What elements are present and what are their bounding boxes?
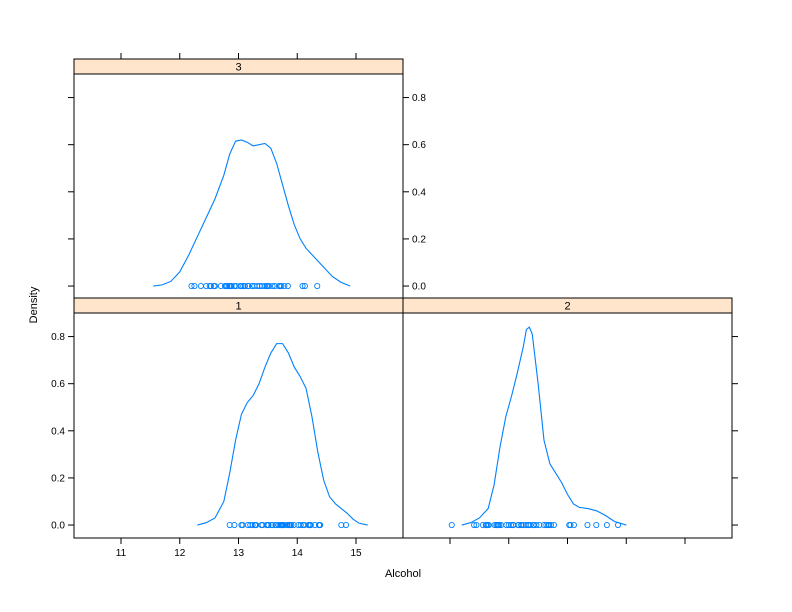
data-point-2-12 bbox=[496, 521, 503, 529]
data-point-2-37 bbox=[550, 521, 558, 529]
data-point-2-27 bbox=[527, 521, 534, 529]
data-point-1-6 bbox=[249, 521, 256, 529]
data-point-2-43 bbox=[603, 521, 610, 529]
data-point-1-14 bbox=[265, 521, 272, 529]
data-point-3-40 bbox=[299, 282, 306, 290]
panel-2: 2 bbox=[402, 297, 733, 539]
data-point-2-8 bbox=[491, 521, 498, 529]
data-point-3-33 bbox=[269, 282, 276, 290]
y-tick-label-left-1: 0.2 bbox=[51, 473, 65, 484]
data-point-2-22 bbox=[518, 521, 525, 529]
data-point-2-0 bbox=[448, 521, 455, 529]
data-point-3-29 bbox=[261, 282, 268, 290]
data-point-2-14 bbox=[503, 521, 510, 529]
data-point-3-39 bbox=[284, 282, 291, 290]
data-point-3-37 bbox=[278, 282, 285, 290]
x-tick-label-4: 15 bbox=[350, 548, 362, 559]
panel-frame-2 bbox=[402, 312, 733, 539]
data-point-3-16 bbox=[231, 282, 238, 290]
data-point-2-36 bbox=[548, 521, 555, 529]
data-point-2-24 bbox=[522, 521, 529, 529]
x-tick-label-1: 12 bbox=[174, 548, 186, 559]
y-tick-label-right-4: 0.8 bbox=[412, 93, 426, 104]
data-point-1-1 bbox=[231, 521, 238, 529]
data-point-1-16 bbox=[269, 521, 276, 529]
x-tick-label-3: 14 bbox=[292, 548, 304, 559]
y-tick-label-right-1: 0.2 bbox=[412, 234, 426, 245]
data-point-2-33 bbox=[543, 521, 550, 529]
data-point-2-42 bbox=[593, 521, 600, 529]
y-tick-label-right-2: 0.4 bbox=[412, 187, 426, 198]
strip-label-1: 1 bbox=[235, 301, 241, 313]
data-point-2-41 bbox=[584, 521, 591, 529]
data-point-2-7 bbox=[485, 521, 492, 529]
data-point-3-21 bbox=[241, 282, 249, 290]
data-point-3-7 bbox=[211, 282, 219, 290]
data-point-2-15 bbox=[505, 521, 512, 529]
data-point-3-28 bbox=[258, 282, 266, 290]
data-point-2-35 bbox=[546, 521, 553, 529]
data-point-2-20 bbox=[515, 521, 522, 529]
data-point-1-41 bbox=[307, 521, 314, 529]
data-point-3-32 bbox=[265, 282, 273, 290]
data-point-1-28 bbox=[284, 521, 291, 529]
data-point-1-46 bbox=[338, 521, 345, 529]
data-point-3-19 bbox=[238, 282, 245, 290]
density-curve-1 bbox=[197, 343, 368, 526]
data-point-2-40 bbox=[570, 521, 578, 529]
data-point-3-41 bbox=[301, 282, 308, 290]
data-point-2-44 bbox=[614, 521, 622, 529]
data-point-3-3 bbox=[203, 282, 210, 290]
data-point-2-2 bbox=[473, 521, 480, 529]
data-point-3-11 bbox=[224, 282, 231, 290]
data-point-3-1 bbox=[191, 282, 198, 290]
data-point-1-33 bbox=[290, 521, 297, 529]
data-point-3-0 bbox=[188, 282, 195, 290]
y-tick-label-left-3: 0.6 bbox=[51, 379, 65, 390]
y-axis-label: Density bbox=[28, 286, 40, 323]
data-point-1-35 bbox=[297, 521, 304, 529]
data-point-2-3 bbox=[479, 521, 486, 529]
data-point-2-30 bbox=[533, 521, 540, 529]
panel-frame-3 bbox=[73, 73, 404, 300]
data-point-3-15 bbox=[228, 282, 235, 290]
panel-3: 3 bbox=[73, 58, 404, 300]
data-point-3-38 bbox=[281, 282, 288, 290]
data-point-2-31 bbox=[536, 521, 543, 529]
data-point-3-5 bbox=[207, 282, 214, 290]
data-point-2-1 bbox=[471, 521, 478, 529]
y-tick-label-left-4: 0.8 bbox=[51, 332, 65, 343]
y-tick-label-right-0: 0.0 bbox=[412, 282, 426, 293]
data-point-1-45 bbox=[317, 521, 324, 529]
strip-label-2: 2 bbox=[564, 301, 570, 313]
data-point-3-42 bbox=[314, 282, 321, 290]
density-curve-3 bbox=[153, 139, 351, 287]
data-point-1-34 bbox=[295, 521, 302, 529]
axes: 11 12 13 14 150.00.20.40.60.80.00.20.40.60.8… bbox=[28, 53, 738, 580]
panel-1: 1 bbox=[73, 297, 404, 539]
strip-label-3: 3 bbox=[235, 62, 241, 74]
x-axis-label: Alcohol bbox=[385, 568, 421, 580]
data-point-1-0 bbox=[226, 521, 233, 529]
data-point-2-39 bbox=[567, 521, 574, 529]
y-tick-label-left-2: 0.4 bbox=[51, 426, 65, 437]
data-point-3-26 bbox=[254, 282, 261, 290]
data-point-2-16 bbox=[508, 521, 515, 529]
density-curve-2 bbox=[461, 326, 627, 526]
data-point-3-23 bbox=[245, 282, 252, 290]
data-point-1-4 bbox=[244, 521, 251, 529]
x-tick-label-0: 11 bbox=[116, 548, 127, 559]
data-point-1-32 bbox=[288, 521, 295, 529]
y-tick-label-right-3: 0.6 bbox=[412, 140, 426, 151]
data-point-3-2 bbox=[197, 282, 204, 290]
x-tick-label-2: 13 bbox=[233, 548, 245, 559]
data-point-1-47 bbox=[342, 521, 350, 529]
y-tick-label-left-0: 0.0 bbox=[51, 521, 65, 532]
